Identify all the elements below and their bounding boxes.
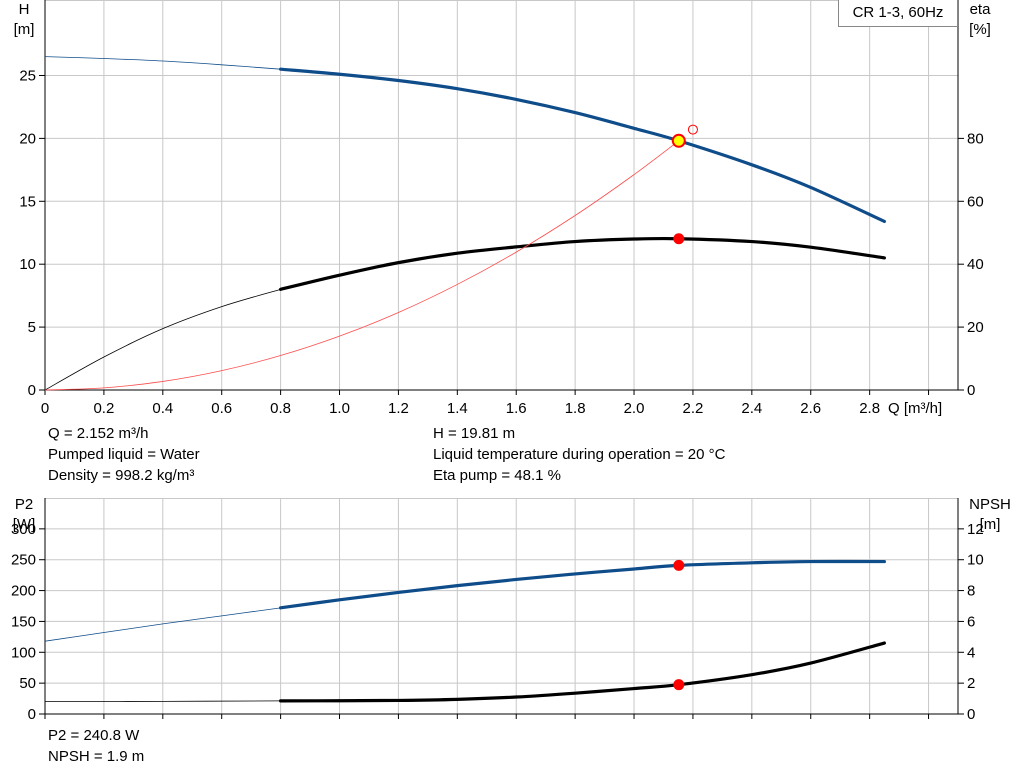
power-info: P2 = 240.8 W NPSH = 1.9 m [48, 725, 144, 767]
flow-tick-label: 0.6 [211, 400, 232, 417]
head-curve-extrapolated [44, 56, 281, 70]
eta-axis-title-symbol: eta [970, 1, 992, 18]
top-left-tick-label: 20 [19, 130, 36, 147]
flow-axis-title: Q [m³/h] [888, 400, 942, 417]
top-left-tick-label: 5 [28, 319, 36, 336]
power-npsh-panel: 0 50 100 150 200 250 300 0 2 4 6 8 10 12 [11, 498, 984, 723]
bottom-right-tick-label: 12 [967, 521, 984, 538]
flow-tick-label: 2.0 [624, 400, 645, 417]
flow-tick-label: 1.2 [388, 400, 409, 417]
duty-info-left: Q = 2.152 m³/h Pumped liquid = Water Den… [48, 423, 200, 486]
bottom-left-tick-label: 50 [19, 675, 36, 692]
power-curve [279, 559, 886, 610]
top-left-tick-label: 15 [19, 193, 36, 210]
flow-tick-label: 1.6 [506, 400, 527, 417]
flow-value: Q = 2.152 m³/h [48, 425, 149, 442]
top-duty-point [673, 233, 685, 245]
head-curve [279, 67, 886, 224]
pumped-liquid: Pumped liquid = Water [48, 446, 200, 463]
top-left-tick-label: 25 [19, 67, 36, 84]
npsh-axis-title-symbol: NPSH [969, 496, 1011, 513]
top-left-tick-label: 0 [28, 382, 36, 399]
flow-tick-label: 1.8 [565, 400, 586, 417]
npsh-curve-extrapolated [44, 700, 281, 703]
eta-pump-value: Eta pump = 48.1 % [433, 467, 561, 484]
power-axis-title-symbol: P2 [15, 496, 33, 513]
duty-info-right: H = 19.81 m Liquid temperature during op… [433, 423, 725, 486]
head-axis-title-symbol: H [19, 1, 30, 18]
flow-tick-label: 1.4 [447, 400, 468, 417]
bottom-right-tick-label: 10 [967, 552, 984, 569]
head-value: H = 19.81 m [433, 425, 516, 442]
bottom-right-tick-label: 0 [967, 706, 975, 723]
flow-tick-label: 0.2 [93, 400, 114, 417]
top-requested-point [687, 124, 698, 135]
bottom-right-tick-label: 8 [967, 583, 975, 600]
bottom-left-tick-label: 0 [28, 706, 36, 723]
npsh-value: NPSH = 1.9 m [48, 748, 145, 765]
bottom-right-tick-label: 4 [967, 644, 975, 661]
density-value: Density = 998.2 kg/m³ [48, 467, 195, 484]
pump-model-label: CR 1-3, 60Hz [852, 4, 944, 21]
pump-model-legend: CR 1-3, 60Hz [838, 0, 958, 27]
power-curve-extrapolated [44, 607, 281, 642]
top-right-tick-label: 20 [967, 319, 984, 336]
flow-tick-label: 1.0 [329, 400, 350, 417]
bottom-left-tick-label: 250 [11, 552, 36, 569]
flow-tick-label: 0 [41, 400, 49, 417]
bottom-left-tick-label: 200 [11, 583, 36, 600]
efficiency-curve [279, 236, 886, 291]
npsh-axis-title-unit: [m] [980, 516, 1001, 533]
flow-tick-label: 0.8 [270, 400, 291, 417]
head-axis-title-unit: [m] [14, 21, 35, 38]
flow-tick-label: 2.6 [800, 400, 821, 417]
flow-tick-label: 2.4 [741, 400, 762, 417]
power-value: P2 = 240.8 W [48, 727, 140, 744]
bottom-right-tick-label: 6 [967, 613, 975, 630]
flow-tick-label: 2.2 [683, 400, 704, 417]
top-duty-point [671, 133, 686, 148]
bottom-left-tick-label: 150 [11, 613, 36, 630]
efficiency-curve-extrapolated [44, 288, 281, 391]
flow-tick-label: 2.8 [859, 400, 880, 417]
eta-axis-title-unit: [%] [969, 21, 991, 38]
liquid-temperature: Liquid temperature during operation = 20… [433, 446, 726, 463]
bottom-left-tick-label: 300 [11, 521, 36, 538]
top-right-tick-label: 0 [967, 382, 975, 399]
top-right-tick-label: 80 [967, 130, 984, 147]
top-right-tick-label: 60 [967, 193, 984, 210]
bottom-right-tick-label: 2 [967, 675, 975, 692]
power-axis-title-unit: [W] [13, 516, 36, 533]
bottom-duty-point [673, 679, 685, 691]
head-efficiency-panel: 0 5 10 15 20 25 0 20 40 60 80 0 0.2 0.4 0.6 0.8 1.0 1.2 1.… [19, 0, 984, 417]
flow-tick-label: 0.4 [152, 400, 173, 417]
bottom-duty-point [673, 559, 685, 571]
system-curve-extrapolated [44, 140, 680, 391]
npsh-curve [279, 641, 886, 703]
top-left-tick-label: 10 [19, 256, 36, 273]
bottom-left-tick-label: 100 [11, 644, 36, 661]
top-right-tick-label: 40 [967, 256, 984, 273]
